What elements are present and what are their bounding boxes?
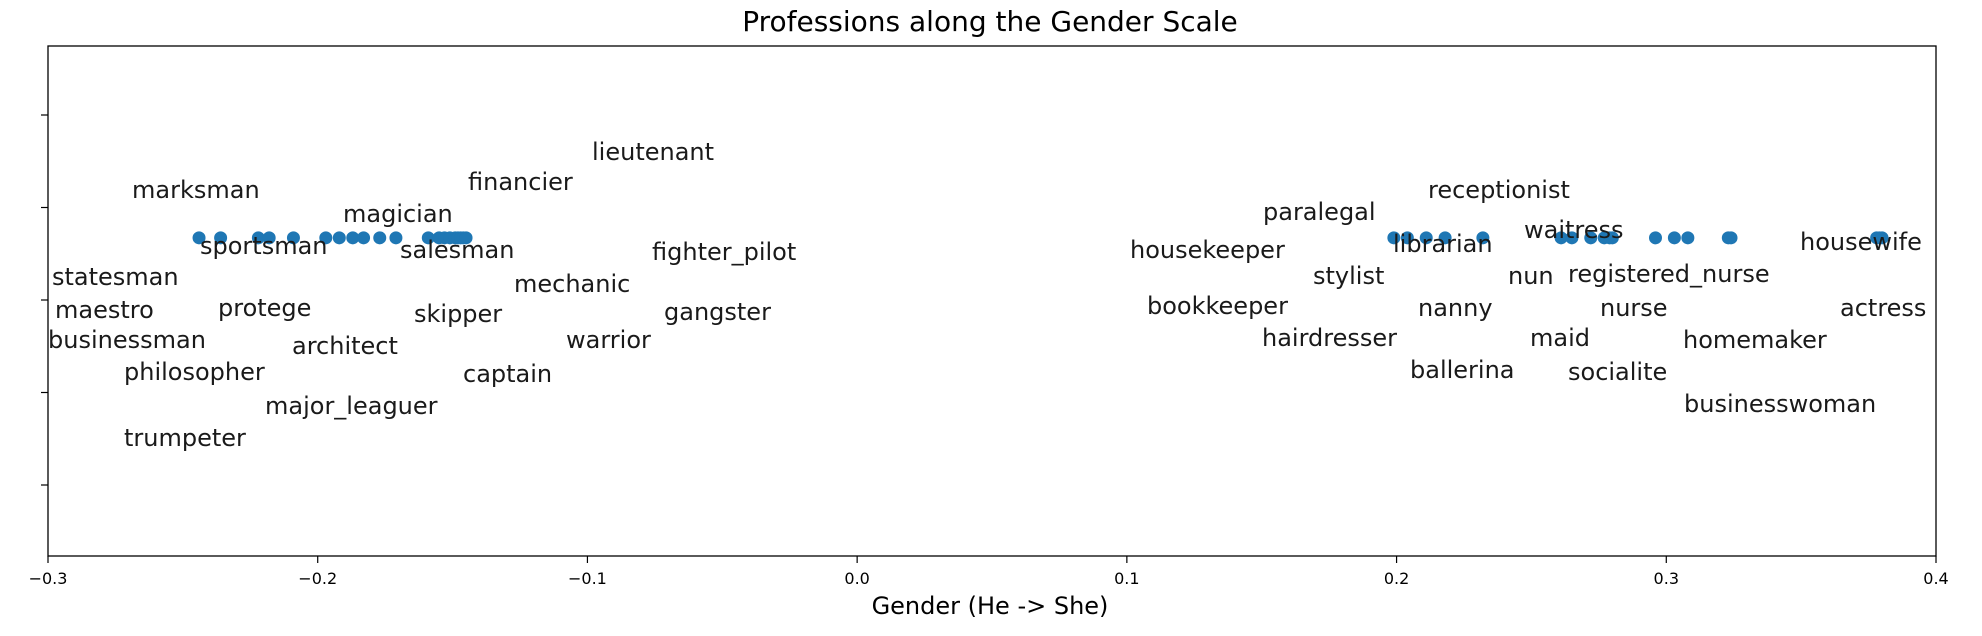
data-point	[1438, 231, 1452, 245]
x-tick-label: 0.0	[844, 569, 869, 588]
point-label: architect	[292, 332, 398, 360]
point-label: philosopher	[124, 358, 265, 386]
point-label: maid	[1530, 324, 1590, 352]
point-label: skipper	[414, 300, 502, 328]
point-label: statesman	[52, 263, 179, 291]
chart-title: Professions along the Gender Scale	[742, 5, 1238, 38]
x-tick-label: 0.4	[1923, 569, 1948, 588]
data-point	[1554, 231, 1568, 245]
point-label: paralegal	[1263, 198, 1376, 226]
data-point	[1476, 231, 1490, 245]
data-point	[251, 231, 265, 245]
data-point	[214, 231, 228, 245]
point-label: receptionist	[1428, 176, 1570, 204]
data-point	[346, 231, 360, 245]
data-point	[421, 231, 435, 245]
point-label: librarian	[1393, 230, 1493, 258]
x-tick-label: 0.2	[1384, 569, 1409, 588]
data-point	[332, 231, 346, 245]
point-label: socialite	[1568, 358, 1667, 386]
x-tick-label: −0.3	[29, 569, 68, 588]
data-point	[1724, 231, 1738, 245]
point-label: hairdresser	[1262, 324, 1397, 352]
point-label: homemaker	[1683, 326, 1827, 354]
point-label: salesman	[400, 236, 514, 264]
point-label: trumpeter	[124, 424, 246, 452]
x-tick-label: 0.3	[1654, 569, 1679, 588]
data-point	[1387, 231, 1401, 245]
point-label: businesswoman	[1684, 390, 1876, 418]
point-label: maestro	[55, 296, 154, 324]
data-point	[286, 231, 300, 245]
data-point	[1419, 231, 1433, 245]
data-point	[357, 231, 371, 245]
y-axis-ticks	[41, 114, 48, 486]
point-label: nun	[1508, 262, 1554, 290]
point-label: major_leaguer	[265, 392, 438, 420]
data-point	[1681, 231, 1695, 245]
data-point	[319, 231, 333, 245]
point-label: warrior	[566, 326, 651, 354]
point-label: ballerina	[1410, 356, 1515, 384]
x-axis-label: Gender (He -> She)	[872, 592, 1109, 620]
point-label: captain	[463, 360, 552, 388]
point-label: magician	[343, 200, 453, 228]
data-point	[262, 231, 276, 245]
x-tick-label: −0.1	[568, 569, 607, 588]
point-label: fighter_pilot	[652, 238, 796, 266]
plot-frame	[47, 45, 1937, 557]
point-label: protege	[218, 294, 311, 322]
data-point	[1605, 231, 1619, 245]
data-point	[1584, 231, 1598, 245]
data-point	[1565, 231, 1579, 245]
point-label: gangster	[664, 298, 771, 326]
data-point	[459, 231, 473, 245]
data-point	[1648, 231, 1662, 245]
point-label: stylist	[1313, 262, 1384, 290]
data-point	[1400, 231, 1414, 245]
point-label: sportsman	[200, 232, 328, 260]
x-tick-label: −0.2	[298, 569, 337, 588]
x-axis: −0.3 −0.2 −0.1 0.0 0.1 0.2 0.3 0.4	[29, 556, 1949, 588]
point-label: actress	[1840, 294, 1926, 322]
point-label: lieutenant	[592, 138, 714, 166]
point-label: bookkeeper	[1147, 292, 1288, 320]
point-label: housekeeper	[1130, 236, 1285, 264]
data-point	[1875, 231, 1889, 245]
point-label: financier	[468, 168, 573, 196]
point-label: marksman	[132, 176, 260, 204]
data-point	[389, 231, 403, 245]
point-label: nurse	[1600, 294, 1668, 322]
point-label: housewife	[1800, 228, 1922, 256]
x-tick-label: 0.1	[1114, 569, 1139, 588]
point-label: mechanic	[514, 270, 630, 298]
point-label: businessman	[48, 326, 206, 354]
data-point	[373, 231, 387, 245]
data-point	[192, 231, 206, 245]
point-label: waitress	[1524, 216, 1624, 244]
point-label: nanny	[1418, 294, 1493, 322]
point-label: registered_nurse	[1568, 260, 1770, 288]
data-point	[1667, 231, 1681, 245]
points-layer	[192, 231, 1889, 245]
